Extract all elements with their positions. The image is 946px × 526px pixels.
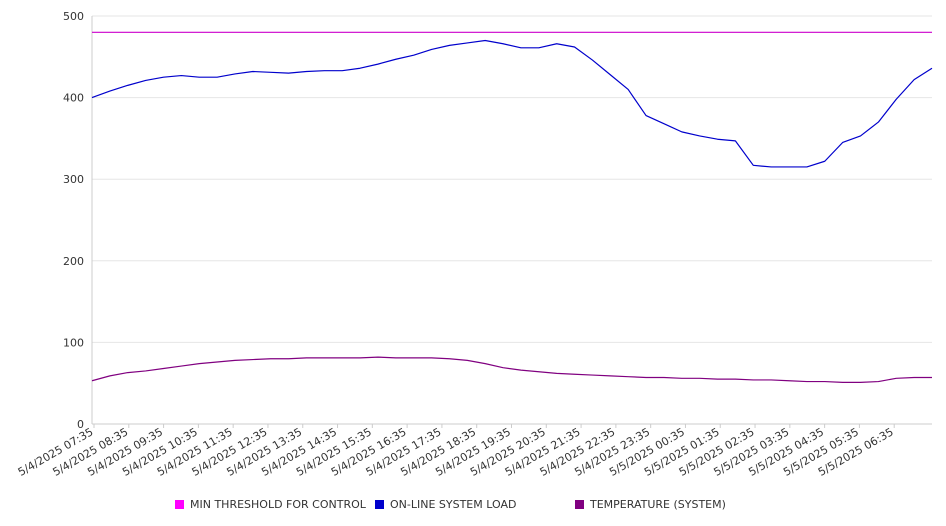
y-tick-label: 100 bbox=[63, 336, 84, 349]
series-line-temperature bbox=[91, 356, 932, 383]
y-tick-label: 400 bbox=[63, 92, 84, 105]
y-tick-label: 200 bbox=[63, 255, 84, 268]
legend-label-temperature: TEMPERATURE (SYSTEM) bbox=[590, 498, 726, 511]
legend: MIN THRESHOLD FOR CONTROL ON-LINE SYSTEM… bbox=[0, 498, 946, 518]
legend-label-min-threshold: MIN THRESHOLD FOR CONTROL bbox=[190, 498, 366, 511]
legend-item-system-load: ON-LINE SYSTEM LOAD bbox=[375, 498, 516, 511]
legend-swatch-min-threshold bbox=[175, 500, 184, 509]
legend-swatch-temperature bbox=[575, 500, 584, 509]
legend-item-temperature: TEMPERATURE (SYSTEM) bbox=[575, 498, 726, 511]
series-line-system-load bbox=[91, 39, 933, 168]
y-tick-label: 0 bbox=[77, 418, 84, 431]
y-tick-label: 500 bbox=[63, 10, 84, 23]
legend-label-system-load: ON-LINE SYSTEM LOAD bbox=[390, 498, 517, 511]
legend-item-min-threshold: MIN THRESHOLD FOR CONTROL bbox=[175, 498, 366, 511]
legend-swatch-system-load bbox=[375, 500, 384, 509]
y-tick-label: 300 bbox=[63, 173, 84, 186]
